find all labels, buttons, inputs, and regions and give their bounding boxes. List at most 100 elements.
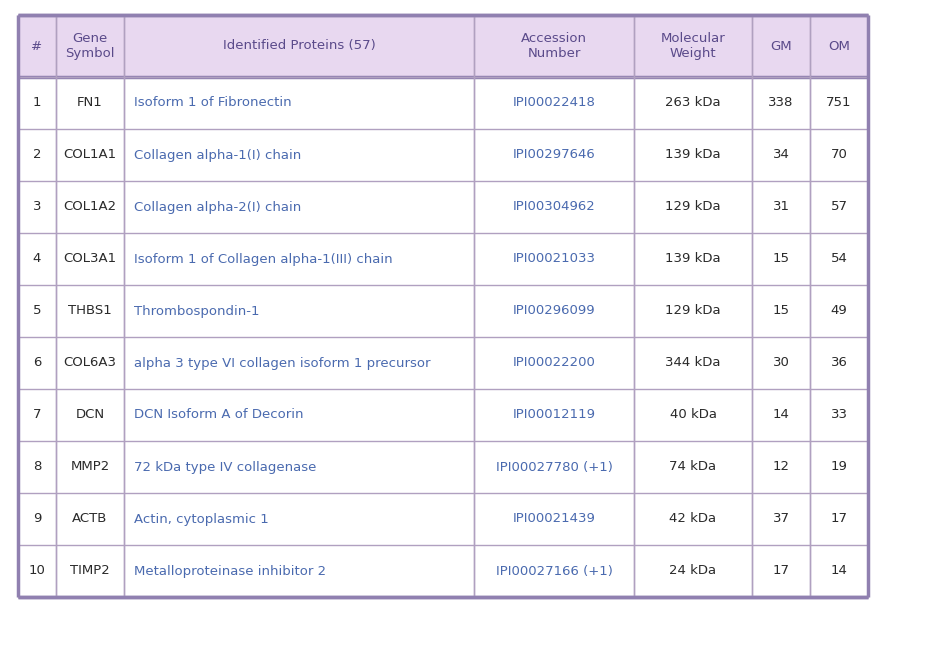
Bar xyxy=(810,389,868,441)
Text: MMP2: MMP2 xyxy=(70,461,110,474)
Bar xyxy=(18,233,56,285)
Bar xyxy=(124,15,474,77)
Text: GM: GM xyxy=(770,39,792,52)
Bar xyxy=(474,337,634,389)
Bar xyxy=(752,129,810,181)
Bar xyxy=(18,545,56,597)
Bar xyxy=(634,77,752,129)
Text: 24 kDa: 24 kDa xyxy=(670,564,716,578)
Text: 5: 5 xyxy=(33,305,42,318)
Bar xyxy=(810,337,868,389)
Bar xyxy=(18,181,56,233)
Bar xyxy=(810,493,868,545)
Text: Identified Proteins (57): Identified Proteins (57) xyxy=(222,39,376,52)
Text: Thrombospondin-1: Thrombospondin-1 xyxy=(134,305,259,318)
Bar xyxy=(124,337,474,389)
Bar xyxy=(474,389,634,441)
Bar xyxy=(752,181,810,233)
Text: IPI00012119: IPI00012119 xyxy=(513,408,595,421)
Text: 139 kDa: 139 kDa xyxy=(665,252,721,265)
Bar xyxy=(18,285,56,337)
Text: 34: 34 xyxy=(773,149,790,162)
Text: Molecular
Weight: Molecular Weight xyxy=(660,32,726,60)
Bar xyxy=(18,129,56,181)
Text: 17: 17 xyxy=(831,512,848,525)
Text: 36: 36 xyxy=(831,356,848,369)
Text: 30: 30 xyxy=(773,356,790,369)
Bar xyxy=(810,181,868,233)
Text: IPI00022418: IPI00022418 xyxy=(513,96,595,109)
Text: 6: 6 xyxy=(33,356,42,369)
Bar xyxy=(634,389,752,441)
Bar xyxy=(18,389,56,441)
Text: 344 kDa: 344 kDa xyxy=(665,356,721,369)
Bar xyxy=(474,441,634,493)
Bar xyxy=(56,337,124,389)
Bar xyxy=(56,493,124,545)
Bar xyxy=(18,15,56,77)
Bar xyxy=(752,441,810,493)
Text: THBS1: THBS1 xyxy=(68,305,112,318)
Bar xyxy=(56,15,124,77)
Bar xyxy=(634,15,752,77)
Text: 139 kDa: 139 kDa xyxy=(665,149,721,162)
Bar xyxy=(474,15,634,77)
Text: Actin, cytoplasmic 1: Actin, cytoplasmic 1 xyxy=(134,512,269,525)
Bar xyxy=(474,129,634,181)
Text: 1: 1 xyxy=(33,96,42,109)
Text: IPI00304962: IPI00304962 xyxy=(513,201,595,214)
Text: 40 kDa: 40 kDa xyxy=(670,408,716,421)
Bar xyxy=(56,77,124,129)
Bar xyxy=(18,337,56,389)
Text: 49: 49 xyxy=(831,305,848,318)
Text: TIMP2: TIMP2 xyxy=(70,564,110,578)
Bar xyxy=(752,15,810,77)
Text: 2: 2 xyxy=(33,149,42,162)
Bar xyxy=(752,545,810,597)
Bar xyxy=(752,233,810,285)
Text: 9: 9 xyxy=(33,512,42,525)
Bar xyxy=(634,441,752,493)
Bar xyxy=(474,181,634,233)
Bar xyxy=(634,181,752,233)
Bar xyxy=(124,77,474,129)
Bar xyxy=(56,389,124,441)
Text: IPI00027780 (+1): IPI00027780 (+1) xyxy=(496,461,612,474)
Text: 19: 19 xyxy=(831,461,848,474)
Bar xyxy=(810,545,868,597)
Bar xyxy=(56,233,124,285)
Text: Collagen alpha-1(I) chain: Collagen alpha-1(I) chain xyxy=(134,149,301,162)
Bar xyxy=(634,233,752,285)
Bar xyxy=(474,493,634,545)
Text: FN1: FN1 xyxy=(78,96,103,109)
Text: Accession
Number: Accession Number xyxy=(521,32,587,60)
Bar xyxy=(124,181,474,233)
Text: Isoform 1 of Collagen alpha-1(III) chain: Isoform 1 of Collagen alpha-1(III) chain xyxy=(134,252,393,265)
Text: Metalloproteinase inhibitor 2: Metalloproteinase inhibitor 2 xyxy=(134,564,326,578)
Text: 129 kDa: 129 kDa xyxy=(665,305,721,318)
Text: IPI00296099: IPI00296099 xyxy=(513,305,595,318)
Text: 14: 14 xyxy=(773,408,790,421)
Bar xyxy=(752,389,810,441)
Bar xyxy=(124,285,474,337)
Bar xyxy=(634,129,752,181)
Text: 12: 12 xyxy=(773,461,790,474)
Text: 72 kDa type IV collagenase: 72 kDa type IV collagenase xyxy=(134,461,316,474)
Text: alpha 3 type VI collagen isoform 1 precursor: alpha 3 type VI collagen isoform 1 precu… xyxy=(134,356,430,369)
Text: 263 kDa: 263 kDa xyxy=(665,96,721,109)
Text: IPI00021033: IPI00021033 xyxy=(513,252,595,265)
Text: #: # xyxy=(31,39,43,52)
Text: Gene
Symbol: Gene Symbol xyxy=(65,32,114,60)
Text: 8: 8 xyxy=(33,461,42,474)
Text: 31: 31 xyxy=(773,201,790,214)
Text: 15: 15 xyxy=(773,305,790,318)
Text: Collagen alpha-2(I) chain: Collagen alpha-2(I) chain xyxy=(134,201,301,214)
Bar xyxy=(752,285,810,337)
Text: OM: OM xyxy=(828,39,850,52)
Text: 4: 4 xyxy=(33,252,42,265)
Bar xyxy=(124,129,474,181)
Bar xyxy=(474,285,634,337)
Text: IPI00022200: IPI00022200 xyxy=(513,356,595,369)
Text: 751: 751 xyxy=(826,96,851,109)
Bar xyxy=(752,493,810,545)
